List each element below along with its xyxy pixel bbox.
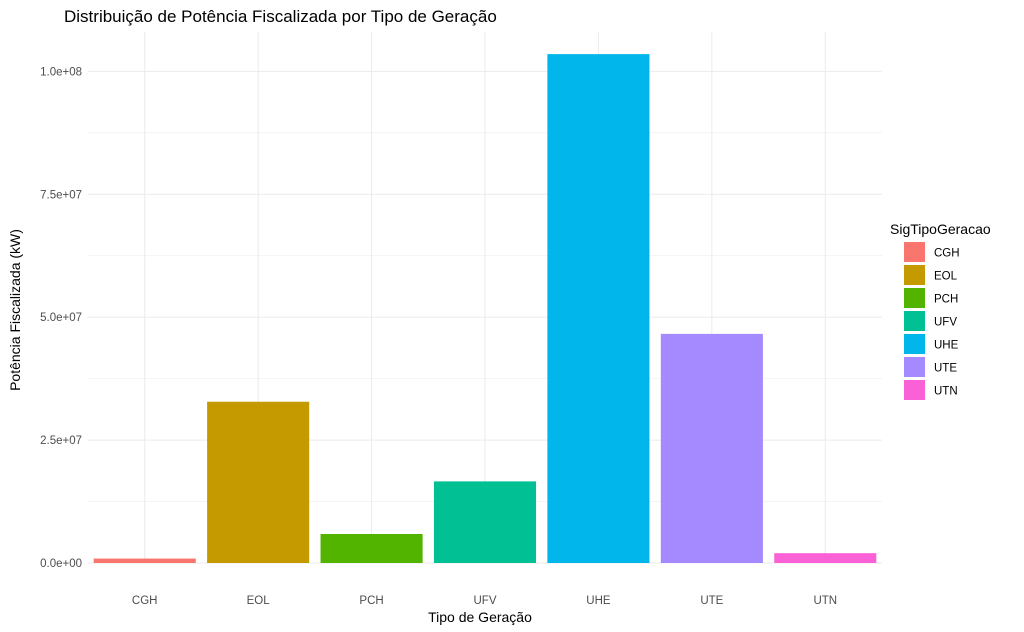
y-tick-label: 5.0e+07 [40,312,82,324]
x-tick-label: PCH [359,595,383,607]
bar-pch [320,533,423,563]
legend-key-cgh [904,242,925,262]
legend-key-uhe [904,334,925,354]
legend-key-utn [904,380,925,400]
legend-key-eol [904,265,925,285]
y-tick-label: 0.0e+00 [40,558,82,570]
legend-key-ute [904,357,925,377]
legend-key-ufv [904,311,925,331]
y-tick-label: 7.5e+07 [40,189,82,201]
chart-title: Distribuição de Potência Fiscalizada por… [64,7,497,26]
bar-ute [660,333,763,563]
legend-label: UTN [934,386,958,398]
legend-label: UHE [934,340,959,352]
y-tick-labels: 0.0e+00 2.5e+07 5.0e+07 7.5e+07 1.0e+08 [40,66,82,570]
y-tick-label: 2.5e+07 [40,435,82,447]
bar-ufv [433,481,537,563]
x-tick-labels: CGH EOL PCH UFV UHE UTE UTN [132,595,837,607]
bar-eol [207,401,310,563]
legend-label: UTE [934,363,957,375]
bar-cgh [93,558,196,563]
legend-key-pch [904,288,925,308]
y-axis-title: Potência Fiscalizada (kW) [7,229,23,391]
bars [93,54,877,563]
bar-uhe [547,54,650,563]
legend: SigTipoGeracao CGH EOL PCH UFV UHE UTE UTN [890,221,991,400]
x-tick-label: CGH [132,595,158,607]
bar-utn [774,553,877,563]
x-tick-label: UTE [700,595,723,607]
legend-label: UFV [934,317,957,329]
x-tick-label: UFV [474,595,497,607]
y-tick-label: 1.0e+08 [40,66,82,78]
x-tick-label: UHE [586,595,611,607]
legend-title: SigTipoGeracao [890,221,991,237]
x-tick-label: UTN [813,595,837,607]
x-tick-label: EOL [247,595,271,607]
legend-label: PCH [934,294,958,306]
x-axis-title: Tipo de Geração [428,609,532,625]
legend-label: CGH [934,248,960,260]
legend-label: EOL [934,271,958,283]
